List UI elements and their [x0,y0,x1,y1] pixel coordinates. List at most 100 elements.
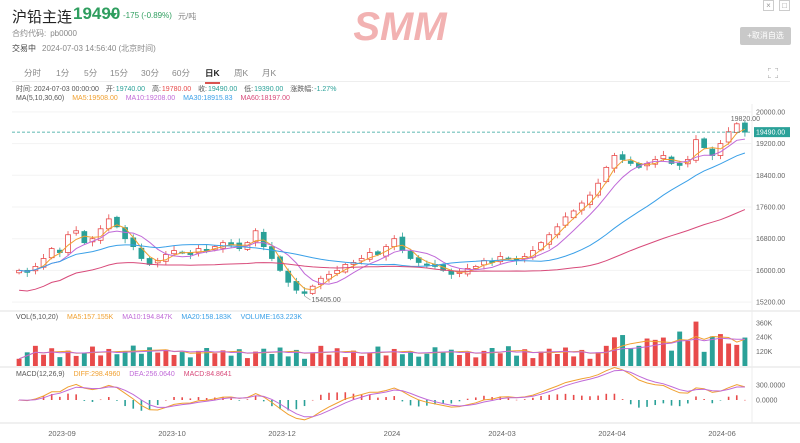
macd-bar [646,400,648,407]
tab-60min[interactable]: 60分 [172,68,190,78]
candle-body [725,131,732,143]
volume-bar [457,354,462,366]
volume-bar [277,347,283,366]
volume-bar [628,348,634,366]
candle-body [334,269,340,274]
ma10-line [19,138,745,285]
candle [317,275,324,290]
candle-body [627,160,634,164]
macd-bar [556,394,559,400]
macd-bar [474,397,477,400]
remove-favorite-button[interactable]: +取消自选 [740,27,791,45]
volume-bar [90,346,95,366]
macd-dea-line [19,369,745,418]
macd-bar [458,400,461,402]
volume-bar [171,354,177,366]
candle-body [497,256,504,263]
macd-value: MACD:84.8641 [183,371,232,378]
macd-bar [18,400,20,401]
macd-bar [581,395,583,400]
date-axis-tick-label: 2024-06 [708,429,736,438]
macd-bar [629,400,632,405]
volume-bar [138,353,144,366]
tab-monthly-k[interactable]: 月K [262,68,277,78]
candle-body [171,250,177,255]
macd-bar [116,400,118,401]
trading-status-row: 交易中 2024-07-03 14:56:40 (北京时间) [12,43,156,54]
info-close: 19490.00 [208,86,238,93]
candle [366,248,373,262]
volume-bar [73,355,79,366]
volume-bar [342,357,348,366]
vol-ma5-value: MA5:157.155K [66,314,114,321]
quote-header: 沪铅主连 19490 -175 (-0.89%) 元/吨 合约代码: pb0000… [0,0,800,58]
volume-bar [514,355,520,366]
volume-legend: VOL(5,10,20) MA5:157.155K MA10:194.847K … [16,314,309,321]
candle-body [195,248,202,254]
tab-intraday[interactable]: 分时 [24,68,42,78]
volume-ma10-line [18,337,745,360]
candle-body [611,155,618,169]
maximize-icon[interactable]: □ [779,0,790,11]
ma-legend: MA(5,10,30,60) MA5:19508.00 MA10:19208.0… [16,95,296,102]
candle-body [269,246,275,259]
price-axis-tick-label: 18400.00 [756,173,785,180]
date-axis-tick-label: 2023-09 [48,429,76,438]
macd-bar [197,397,200,400]
tab-30min[interactable]: 30分 [141,68,159,78]
volume-bar [669,350,674,366]
smm-logo-text: SMM [353,5,448,46]
macd-bar [735,395,738,400]
volume-bar [554,354,560,366]
tab-5min[interactable]: 5分 [84,68,98,78]
macd-bar [744,399,746,401]
volume-bar [318,345,324,366]
macd-bar [450,400,453,404]
tab-daily-k[interactable]: 日K [205,67,220,84]
macd-bar [262,400,265,402]
high-price-marker: 19820.00 [731,116,760,123]
ma30-value: MA30:18915.83 [183,95,233,102]
trading-time: 2024-07-03 14:56:40 (北京时间) [42,44,156,53]
macd-bar [638,400,640,408]
volume-bar [236,349,242,366]
macd-bar [132,400,135,409]
candle [701,137,707,150]
tab-15min[interactable]: 15分 [110,68,128,78]
volume-bar [742,337,748,366]
volume-bar [505,346,511,366]
volume-bar [424,353,430,366]
info-low-label: 低: [244,86,254,93]
close-icon[interactable]: × [763,0,774,11]
ma60-value: MA60:18197.00 [240,95,290,102]
ma10-value: MA10:19208.00 [125,95,176,102]
candle-body [595,182,601,196]
macd-bar [711,400,714,404]
candle-body [122,227,128,240]
tab-1min[interactable]: 1分 [56,68,70,78]
date-axis-tick-label: 2024-04 [598,429,626,438]
candle-body [546,234,553,245]
macd-bar [246,399,249,400]
macd-bar [205,398,208,400]
volume-bar [489,348,495,366]
volume-bar [391,348,397,366]
volume-bar [726,343,732,366]
candle [464,263,471,277]
down-arrow-icon [109,13,117,18]
info-low: 19390.00 [254,86,284,93]
candle [627,156,634,166]
info-high: 19780.00 [161,86,192,93]
candle [16,268,22,275]
volume-bar [563,347,568,366]
candle-body [366,252,373,260]
price-axis-tick-label: 16000.00 [756,268,785,275]
volume-bar [16,358,22,366]
volume-bar [538,351,544,366]
candle-body [317,277,324,286]
macd-bar [238,400,241,401]
volume-bar [41,354,46,366]
tab-weekly-k[interactable]: 周K [234,68,249,78]
candle-body [424,263,430,266]
